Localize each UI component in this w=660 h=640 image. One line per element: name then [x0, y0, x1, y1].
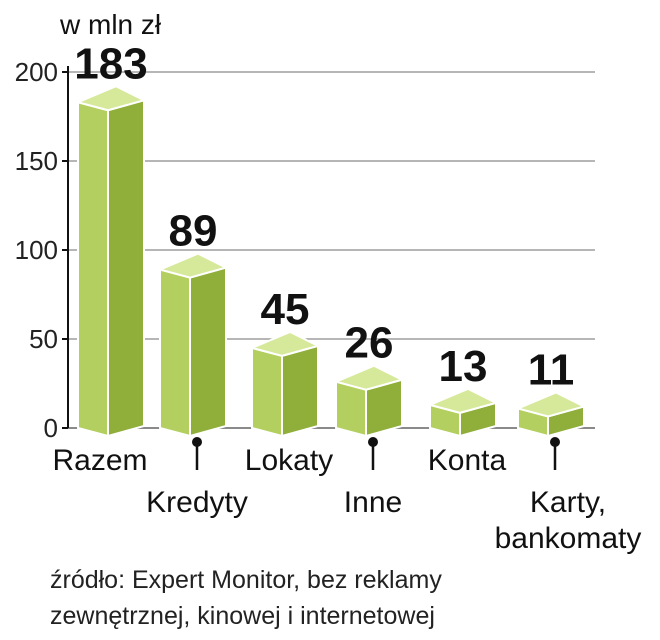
- y-tick-label: 50: [29, 324, 58, 354]
- y-tick-label: 200: [15, 57, 58, 87]
- bar-front-face: [77, 100, 109, 438]
- category-labels: Razem Kredyty Lokaty Inne Konta Karty,bankoma…: [52, 437, 641, 555]
- y-tick-label: 150: [15, 146, 58, 176]
- y-tick-label: 100: [15, 235, 58, 265]
- value-labels: 183 89 45 26 13 11: [74, 39, 574, 394]
- y-axis-ticks: 0 50 100 150 200: [15, 57, 68, 443]
- bar-side-face: [189, 266, 227, 438]
- category-label: Kredyty: [146, 486, 248, 519]
- bars: [74, 85, 587, 438]
- category-label: Lokaty: [245, 444, 333, 477]
- source-note-line-1: źródło: Expert Monitor, bez reklamy: [50, 566, 442, 594]
- value-label: 45: [261, 285, 310, 334]
- value-label: 89: [169, 207, 218, 256]
- category-label: bankomaty: [495, 522, 642, 555]
- bar-karty-bankomaty: [514, 391, 587, 438]
- value-label: 11: [528, 345, 575, 394]
- bar-top-face: [426, 387, 499, 414]
- bar-front-face: [335, 380, 367, 438]
- source-note-line-2: zewnętrznej, kinowej i internetowej: [50, 602, 435, 630]
- y-tick-label: 0: [44, 413, 58, 443]
- bar-top-face: [156, 252, 229, 279]
- label-pin-dot: [550, 437, 560, 447]
- bar-konta: [426, 387, 499, 438]
- gridlines: [67, 66, 595, 429]
- value-label: 183: [74, 39, 147, 88]
- category-label: Konta: [428, 444, 507, 477]
- bar-lokaty: [248, 330, 321, 438]
- category-label: Razem: [52, 444, 147, 477]
- bar-razem: [74, 85, 147, 438]
- bar-top-face: [332, 364, 405, 391]
- value-label: 26: [345, 319, 394, 368]
- label-pin-dot: [368, 437, 378, 447]
- value-label: 13: [439, 342, 488, 391]
- bar-front-face: [251, 346, 283, 438]
- unit-label: w mln zł: [59, 9, 162, 40]
- bar-top-face: [248, 330, 321, 357]
- bar-side-face: [107, 98, 145, 438]
- bar-top-face: [74, 85, 147, 112]
- label-pin-dot: [192, 437, 202, 447]
- category-label: Inne: [344, 486, 402, 519]
- category-label: Karty,: [530, 486, 606, 519]
- bar-inne: [332, 364, 405, 438]
- bar-side-face: [281, 344, 319, 438]
- bar-top-face: [514, 391, 587, 418]
- bar-kredyty: [156, 252, 229, 438]
- bar-front-face: [159, 268, 191, 438]
